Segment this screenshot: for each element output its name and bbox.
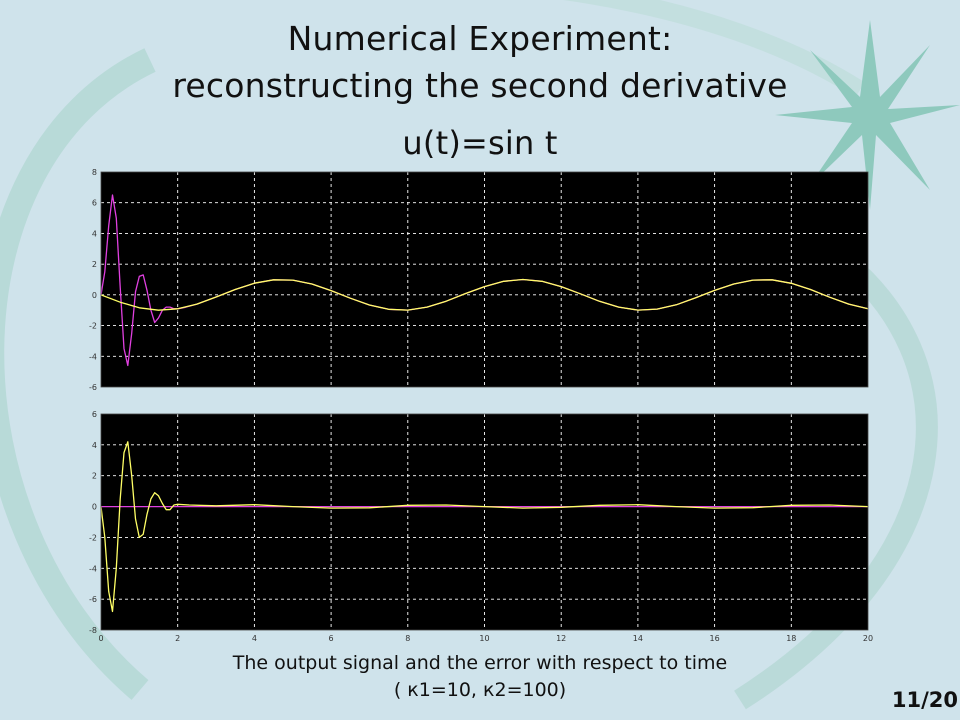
x-tick-label: 14 (633, 634, 643, 643)
series-line-2 (100, 441, 869, 613)
plot-area (101, 172, 868, 387)
x-tick-label: 20 (863, 634, 873, 643)
x-tick-label: 8 (405, 634, 410, 643)
x-tick-label: 18 (786, 634, 796, 643)
decoration-arc-right (734, 241, 938, 710)
y-tick-label: -2 (89, 533, 97, 542)
plot-frame (100, 413, 869, 631)
x-tick-label: 0 (98, 634, 103, 643)
y-tick-label: 0 (92, 503, 97, 512)
y-tick-label: 6 (92, 410, 97, 419)
y-tick-label: 2 (92, 260, 97, 269)
y-tick-label: 2 (92, 472, 97, 481)
slide-title-line1: Numerical Experiment: (287, 19, 673, 58)
series-line-2 (100, 278, 869, 311)
y-tick-label: 4 (92, 229, 97, 238)
x-tick-label: 12 (556, 634, 566, 643)
y-tick-label: 8 (92, 168, 97, 177)
y-tick-label: 4 (92, 441, 97, 450)
figure-caption: The output signal and the error with res… (232, 652, 728, 674)
decoration-arc-top (563, 0, 865, 98)
x-tick-label: 4 (252, 634, 257, 643)
plot-frame (100, 171, 869, 388)
figure-caption-parameters: ( к1=10, к2=100) (393, 679, 567, 701)
y-tick-label: -4 (89, 564, 97, 573)
page-number: 11/20 (891, 688, 958, 712)
decoration-arc-outer (0, 48, 156, 700)
y-tick-label: -4 (89, 352, 97, 361)
y-tick-label: 6 (92, 199, 97, 208)
y-tick-label: -8 (89, 626, 97, 635)
x-tick-label: 6 (329, 634, 334, 643)
y-tick-label: -2 (89, 322, 97, 331)
slide-title-line2: reconstructing the second derivative (172, 66, 788, 105)
y-tick-label: 0 (92, 291, 97, 300)
y-tick-label: -6 (89, 595, 97, 604)
x-tick-label: 2 (175, 634, 180, 643)
x-tick-label: 10 (479, 634, 489, 643)
slide-subtitle-function: u(t)=sin t (402, 124, 558, 162)
x-tick-label: 16 (710, 634, 720, 643)
y-tick-label: -6 (89, 383, 97, 392)
decoration-star-icon (775, 20, 960, 210)
